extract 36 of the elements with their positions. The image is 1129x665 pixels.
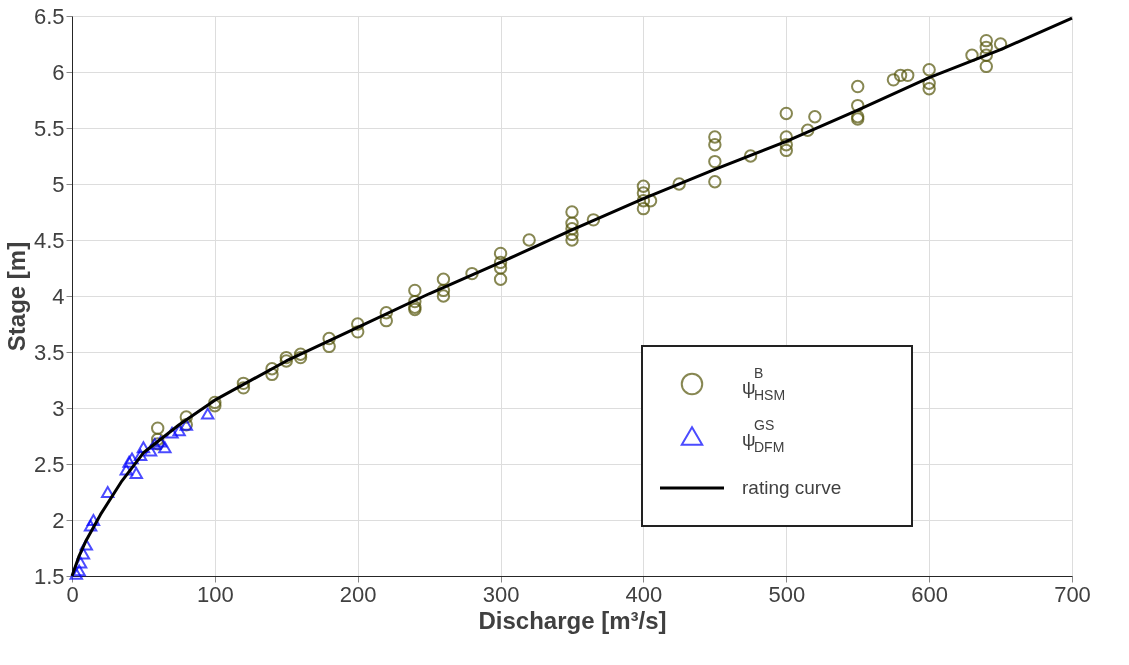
y-tick-label: 3.5 (33, 339, 65, 365)
x-tick-label: 300 (482, 581, 520, 607)
x-tick-label: 0 (66, 581, 79, 607)
x-tick-label: 700 (1054, 581, 1091, 607)
y-tick-label: 2 (52, 507, 65, 533)
y-tick-label: 3 (52, 395, 65, 421)
y-axis-title: Stage [m] (2, 241, 30, 352)
x-axis-title: Discharge [m³/s] (478, 606, 667, 634)
point (101, 486, 115, 498)
point (158, 441, 172, 454)
point (136, 441, 151, 454)
line-series (70, 16, 1074, 578)
y-tick-label: 5.5 (33, 115, 65, 141)
point (79, 538, 93, 551)
point (129, 467, 143, 479)
point (133, 449, 148, 461)
point (143, 444, 158, 457)
point (172, 424, 186, 437)
x-tick-label: 500 (768, 581, 806, 607)
legend-label: rating curve (742, 477, 842, 498)
point (201, 407, 215, 420)
point (83, 519, 98, 532)
point (119, 463, 133, 476)
y-tick-label: 6.5 (33, 3, 65, 29)
point (86, 514, 101, 526)
point (165, 426, 179, 439)
x-tick-label: 200 (339, 581, 377, 607)
x-tick-label: 400 (625, 581, 663, 607)
x-tick-label: 600 (911, 581, 948, 607)
y-tick-label: 5 (52, 171, 65, 197)
y-tick-label: 6 (52, 59, 65, 85)
y-tick-label: 2.5 (33, 451, 65, 477)
x-tick-label: 100 (197, 581, 234, 607)
y-tick-label: 4.5 (33, 227, 65, 253)
y-tick-label: 4 (52, 283, 65, 309)
y-tick-label: 1.5 (33, 563, 65, 589)
